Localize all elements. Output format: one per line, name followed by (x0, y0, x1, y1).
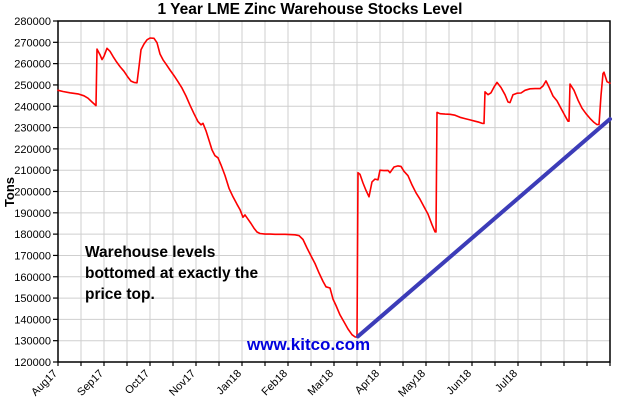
x-tick-label: Apr18 (353, 368, 382, 397)
y-tick-label: 270000 (14, 37, 51, 49)
x-tick-label: Aug17 (29, 368, 60, 399)
y-tick-label: 260000 (14, 59, 51, 71)
x-tick-label: Feb18 (260, 368, 291, 399)
y-tick-label: 250000 (14, 80, 51, 92)
x-tick-label: May18 (396, 368, 428, 400)
y-tick-label: 230000 (14, 123, 51, 135)
x-tick-label: Jul18 (493, 368, 520, 395)
x-tick-label: Oct17 (123, 368, 152, 397)
y-tick-label: 180000 (14, 229, 51, 241)
y-tick-label: 170000 (14, 250, 51, 262)
x-tick-label: Jan18 (214, 368, 244, 398)
annotation-line: price top. (85, 286, 155, 303)
y-tick-label: 140000 (14, 314, 51, 326)
annotation-text: Warehouse levels bottomed at exactly the… (85, 242, 258, 305)
kitco-watermark: www.kitco.com (247, 335, 371, 354)
x-tick-label: Sep17 (75, 368, 106, 399)
y-tick-label: 220000 (14, 144, 51, 156)
x-tick-label: Nov17 (167, 368, 198, 399)
y-tick-label: 120000 (14, 357, 51, 369)
annotation-line: Warehouse levels (85, 244, 216, 261)
chart-title: 1 Year LME Zinc Warehouse Stocks Level (157, 1, 463, 18)
y-tick-label: 240000 (14, 101, 51, 113)
x-tick-label: Jun18 (444, 368, 474, 398)
annotation-line: bottomed at exactly the (85, 265, 259, 282)
x-tick-label: Mar18 (306, 368, 337, 399)
y-tick-label: 280000 (14, 16, 51, 28)
y-tick-label: 210000 (14, 165, 51, 177)
y-axis-title: Tons (2, 176, 17, 208)
y-tick-label: 200000 (14, 187, 51, 199)
y-tick-label: 150000 (14, 293, 51, 305)
y-tick-label: 190000 (14, 208, 51, 220)
y-tick-label: 130000 (14, 336, 51, 348)
y-tick-label: 160000 (14, 272, 51, 284)
